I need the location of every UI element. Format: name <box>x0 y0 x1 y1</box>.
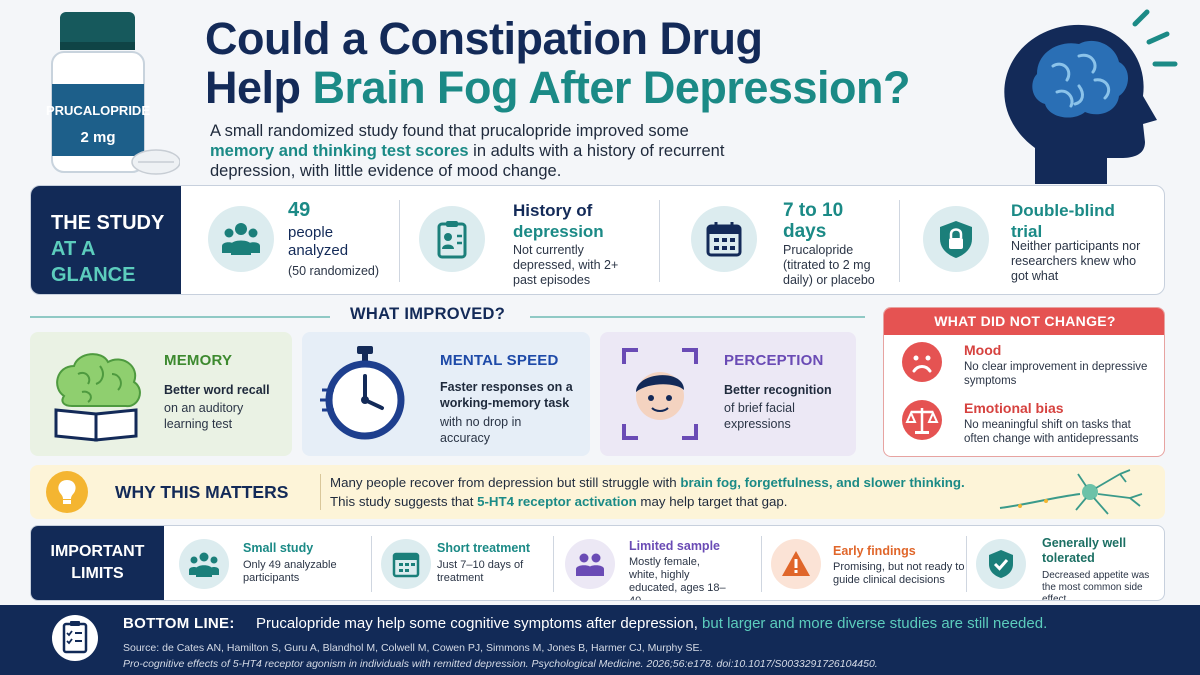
sad-face-icon <box>902 342 942 382</box>
limit-early-findings: Early findings Promising, but not ready … <box>771 526 971 600</box>
participants-count: 49 <box>288 199 311 221</box>
lightbulb-icon <box>46 471 88 513</box>
neuron-icon <box>999 469 1143 515</box>
clipboard-profile-icon <box>419 206 485 272</box>
checklist-icon <box>52 615 98 661</box>
shield-check-icon <box>976 539 1026 589</box>
calendar-icon <box>691 206 757 272</box>
what-improved-heading: WHAT IMPROVED? <box>30 305 865 329</box>
card-mental-speed: MENTAL SPEED Faster responses on a worki… <box>302 332 590 456</box>
limit-generally-tolerated: Generally well tolerated Decreased appet… <box>976 526 1164 600</box>
brain-head-icon <box>1004 9 1178 184</box>
what-did-not-change: WHAT DID NOT CHANGE? Mood No clear impro… <box>883 307 1165 457</box>
important-limits: IMPORTANT LIMITS Small study Only 49 anal… <box>30 525 1165 601</box>
people-icon <box>208 206 274 272</box>
subtitle: A small randomized study found that pruc… <box>210 122 725 180</box>
bottle-label: PRUCALOPRIDE <box>46 103 150 118</box>
card-title: MEMORY <box>164 352 233 369</box>
citation-text: Pro-cognitive effects of 5-HT4 receptor … <box>123 658 878 670</box>
card-perception: PERCEPTION Better recognition of brief f… <box>600 332 856 456</box>
warning-icon <box>771 539 821 589</box>
shield-lock-icon <box>923 206 989 272</box>
glance-item-history: History of depression Not currently depre… <box>411 186 661 294</box>
glance-item-blinding: Double-blind trial Neither participants n… <box>911 186 1161 294</box>
face-focus-icon <box>622 348 698 440</box>
glance-item-duration: 7 to 10 days Prucalopride (titrated to 2 … <box>671 186 901 294</box>
scales-icon <box>902 400 942 440</box>
brain-book-icon <box>54 353 141 442</box>
mood-title: Mood <box>964 342 1002 358</box>
glance-item-participants: 49 people analyzed (50 randomized) <box>196 186 396 294</box>
glance-label: THE STUDY AT A GLANCE <box>31 186 181 294</box>
pill-bottle-icon: PRUCALOPRIDE 2 mg <box>46 12 180 175</box>
people-icon <box>179 539 229 589</box>
limit-short-treatment: Short treatment Just 7–10 days of treatm… <box>381 526 561 600</box>
card-title: PERCEPTION <box>724 352 824 369</box>
page-title: Could a Constipation Drug Help Brain Fog… <box>205 13 910 113</box>
bottom-line: BOTTOM LINE: Prucalopride may help some … <box>0 605 1200 675</box>
people-icon <box>565 539 615 589</box>
why-this-matters: WHY THIS MATTERS Many people recover fro… <box>30 465 1165 519</box>
bottom-line-text: Prucalopride may help some cognitive sym… <box>256 615 1048 632</box>
stopwatch-icon <box>320 346 405 440</box>
why-text: Many people recover from depression but … <box>330 475 965 509</box>
limit-limited-sample: Limited sample Mostly female, white, hig… <box>561 526 761 600</box>
bottle-dose: 2 mg <box>80 129 115 146</box>
calendar-icon <box>381 539 431 589</box>
card-title: MENTAL SPEED <box>440 352 559 369</box>
source-text: Source: de Cates AN, Hamilton S, Guru A,… <box>123 642 703 654</box>
limits-label: IMPORTANT LIMITS <box>31 526 164 600</box>
emotional-bias-title: Emotional bias <box>964 400 1064 416</box>
study-at-a-glance: THE STUDY AT A GLANCE 49 people analyzed … <box>30 185 1165 295</box>
card-memory: MEMORY Better word recall on an auditory… <box>30 332 292 456</box>
limit-small-study: Small study Only 49 analyzable participa… <box>179 526 364 600</box>
